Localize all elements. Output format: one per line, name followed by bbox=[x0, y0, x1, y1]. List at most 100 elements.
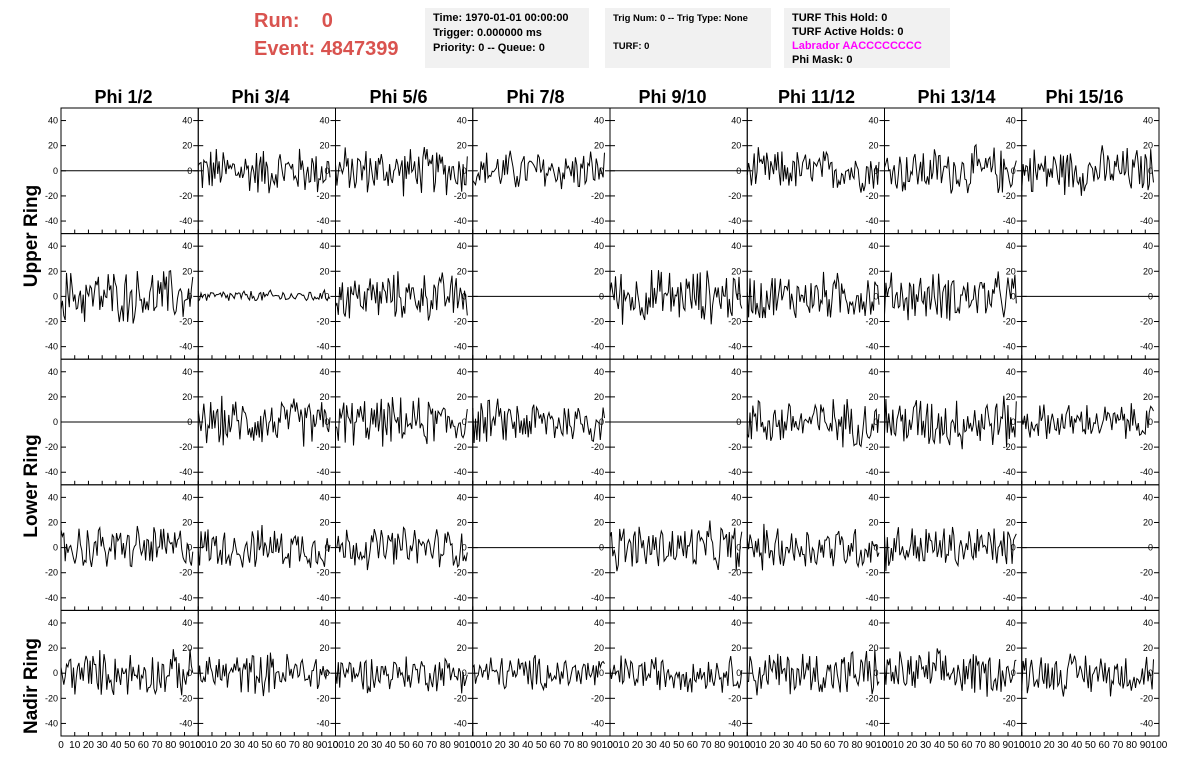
turf-text: TURF: 0 bbox=[613, 41, 650, 52]
waveform-trace bbox=[472, 398, 605, 444]
y-tick-label: -20 bbox=[728, 317, 741, 327]
y-tick-label: -40 bbox=[316, 342, 329, 352]
y-tick-label: -40 bbox=[1003, 718, 1016, 728]
x-tick-label: 60 bbox=[412, 740, 424, 751]
waveform-trace bbox=[197, 288, 331, 302]
x-tick-label: 20 bbox=[357, 740, 369, 751]
y-tick-label: -20 bbox=[591, 693, 604, 703]
x-tick-label: 60 bbox=[550, 740, 562, 751]
y-tick-label: 0 bbox=[1011, 417, 1016, 427]
x-tick-label: 80 bbox=[714, 740, 726, 751]
y-tick-label: 20 bbox=[319, 392, 329, 402]
x-tick-label: 40 bbox=[934, 740, 946, 751]
x-tick-label: 40 bbox=[110, 740, 122, 751]
y-tick-label: -40 bbox=[454, 593, 467, 603]
x-tick-label: 0 bbox=[744, 740, 750, 751]
y-tick-label-left: 0 bbox=[53, 668, 58, 678]
time-info-box: Time: 1970-01-01 00:00:00 Trigger: 0.000… bbox=[425, 8, 589, 68]
y-tick-label: -20 bbox=[865, 568, 878, 578]
time-text: Time: 1970-01-01 00:00:00 bbox=[433, 12, 569, 24]
event-label: Event: 4847399 bbox=[254, 38, 399, 60]
y-tick-label-left: 40 bbox=[48, 618, 58, 628]
x-tick-label: 50 bbox=[399, 740, 411, 751]
y-tick-label: 40 bbox=[868, 116, 878, 126]
y-tick-label: 40 bbox=[868, 618, 878, 628]
y-tick-label-left: 20 bbox=[48, 141, 58, 151]
column-header-phi-7-8: Phi 7/8 bbox=[506, 87, 565, 107]
y-tick-label: 40 bbox=[594, 367, 604, 377]
y-tick-label: 40 bbox=[457, 241, 467, 251]
y-tick-label: -40 bbox=[728, 216, 741, 226]
x-tick-label: 100 bbox=[739, 740, 756, 751]
y-tick-label: -40 bbox=[865, 342, 878, 352]
phi-mask-text: Phi Mask: 0 bbox=[792, 54, 853, 66]
y-tick-label: -40 bbox=[179, 216, 192, 226]
waveform-trace bbox=[335, 147, 468, 197]
x-tick-label: 50 bbox=[124, 740, 136, 751]
x-tick-label: 0 bbox=[607, 740, 613, 751]
y-tick-label: 0 bbox=[462, 417, 467, 427]
y-tick-label: -20 bbox=[316, 442, 329, 452]
trigger-info-box: Trig Num: 0 -- Trig Type: None TURF: 0 bbox=[605, 8, 771, 68]
y-tick-label: 20 bbox=[731, 266, 741, 276]
y-tick-label: 0 bbox=[187, 543, 192, 553]
x-tick-label: 10 bbox=[481, 740, 493, 751]
y-tick-label: -20 bbox=[454, 317, 467, 327]
y-tick-label: -20 bbox=[316, 693, 329, 703]
y-tick-label: 20 bbox=[1006, 392, 1016, 402]
y-tick-label-left: 0 bbox=[53, 543, 58, 553]
waveform-trace bbox=[746, 147, 880, 193]
x-tick-label: 80 bbox=[165, 740, 177, 751]
x-tick-label: 20 bbox=[1044, 740, 1056, 751]
x-tick-label: 90 bbox=[316, 740, 328, 751]
waveform-trace bbox=[335, 397, 468, 447]
waveform-trace bbox=[335, 656, 468, 694]
y-tick-label: -20 bbox=[728, 693, 741, 703]
x-tick-label: 30 bbox=[508, 740, 520, 751]
y-tick-label: -20 bbox=[316, 568, 329, 578]
waveform-trace bbox=[884, 648, 1017, 697]
y-tick-label: 40 bbox=[1006, 116, 1016, 126]
x-tick-label: 50 bbox=[673, 740, 685, 751]
waveform-trace bbox=[746, 523, 880, 571]
turf-active-holds-text: TURF Active Holds: 0 bbox=[792, 26, 904, 38]
y-tick-label: -40 bbox=[1140, 593, 1153, 603]
y-tick-label: 40 bbox=[457, 492, 467, 502]
y-tick-label: 20 bbox=[1006, 266, 1016, 276]
y-tick-label: -40 bbox=[454, 718, 467, 728]
waveform-trace bbox=[609, 520, 743, 572]
y-tick-label: 40 bbox=[594, 618, 604, 628]
x-tick-label: 80 bbox=[577, 740, 589, 751]
y-tick-label-left: -40 bbox=[45, 467, 58, 477]
x-tick-label: 50 bbox=[810, 740, 822, 751]
x-tick-label: 90 bbox=[179, 740, 191, 751]
panel-frame bbox=[746, 107, 885, 235]
y-tick-label: -40 bbox=[728, 718, 741, 728]
y-tick-label-left: -20 bbox=[45, 317, 58, 327]
y-tick-label: -20 bbox=[728, 568, 741, 578]
y-tick-label: -20 bbox=[865, 317, 878, 327]
y-tick-label: -40 bbox=[316, 718, 329, 728]
y-tick-label: 0 bbox=[873, 166, 878, 176]
y-tick-label: 20 bbox=[731, 643, 741, 653]
x-tick-label: 100 bbox=[602, 740, 619, 751]
y-tick-label-left: -20 bbox=[45, 191, 58, 201]
y-tick-label: 20 bbox=[182, 517, 192, 527]
y-tick-label: -20 bbox=[1003, 693, 1016, 703]
x-tick-label: 20 bbox=[83, 740, 95, 751]
x-tick-label: 20 bbox=[220, 740, 232, 751]
y-tick-label: -20 bbox=[316, 317, 329, 327]
y-tick-label: 0 bbox=[599, 668, 604, 678]
y-tick-label: 0 bbox=[187, 668, 192, 678]
x-tick-label: 50 bbox=[1085, 740, 1097, 751]
y-tick-label: -40 bbox=[316, 593, 329, 603]
panel-frame bbox=[335, 233, 474, 360]
y-tick-label: -20 bbox=[1140, 317, 1153, 327]
y-tick-label: -20 bbox=[179, 568, 192, 578]
y-tick-label: 0 bbox=[736, 543, 741, 553]
y-tick-label: 40 bbox=[731, 367, 741, 377]
y-tick-label: 40 bbox=[1143, 116, 1153, 126]
x-tick-label: 0 bbox=[195, 740, 201, 751]
x-tick-label: 40 bbox=[1071, 740, 1083, 751]
y-tick-label: 40 bbox=[594, 241, 604, 251]
